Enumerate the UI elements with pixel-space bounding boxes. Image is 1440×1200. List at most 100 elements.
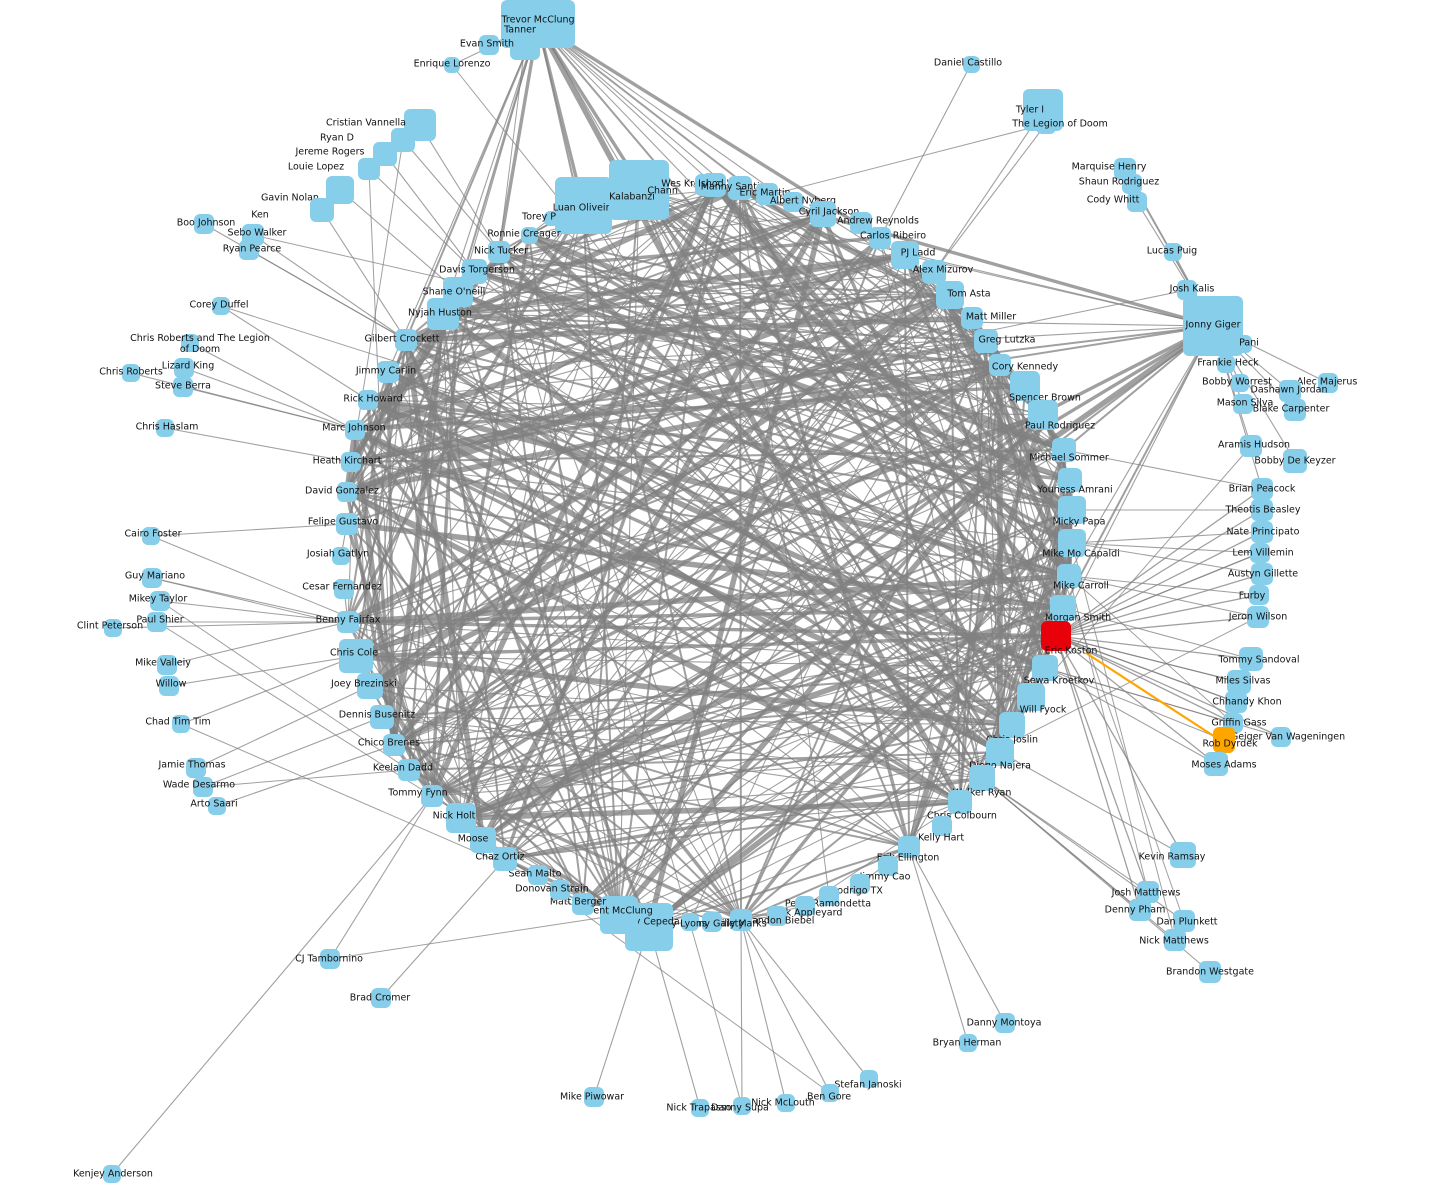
graph-node[interactable] <box>1058 529 1086 557</box>
graph-node[interactable] <box>1217 355 1235 373</box>
graph-node[interactable] <box>174 358 194 378</box>
graph-node[interactable] <box>371 988 391 1008</box>
graph-node[interactable] <box>1227 670 1251 694</box>
graph-node[interactable] <box>600 896 638 934</box>
graph-node[interactable] <box>1127 192 1147 212</box>
graph-node[interactable] <box>1173 910 1195 932</box>
graph-node[interactable] <box>157 655 177 675</box>
graph-node[interactable] <box>695 174 717 196</box>
graph-node[interactable] <box>479 35 499 55</box>
graph-node[interactable] <box>194 214 214 234</box>
graph-node[interactable] <box>358 390 378 410</box>
graph-node[interactable] <box>959 1034 977 1052</box>
graph-node[interactable] <box>989 354 1011 376</box>
graph-node[interactable] <box>1183 296 1243 356</box>
graph-node[interactable] <box>104 619 122 637</box>
graph-node[interactable] <box>1250 543 1270 563</box>
graph-node[interactable] <box>1058 496 1086 524</box>
graph-node[interactable] <box>878 856 898 876</box>
graph-node[interactable] <box>345 420 365 440</box>
graph-node[interactable] <box>850 212 872 234</box>
graph-node[interactable] <box>1247 606 1269 628</box>
graph-node[interactable] <box>334 579 354 599</box>
graph-node[interactable] <box>1251 478 1273 500</box>
graph-node[interactable] <box>142 568 162 588</box>
graph-node[interactable] <box>1057 564 1081 588</box>
graph-node[interactable] <box>974 329 998 353</box>
graph-node[interactable] <box>510 30 540 60</box>
graph-node[interactable] <box>543 210 559 226</box>
graph-node[interactable] <box>936 281 964 309</box>
graph-node[interactable] <box>999 712 1025 738</box>
graph-node[interactable] <box>1017 683 1045 711</box>
graph-node[interactable] <box>891 241 919 269</box>
graph-node[interactable] <box>122 364 140 382</box>
graph-node[interactable] <box>1137 881 1159 903</box>
graph-node[interactable] <box>358 158 380 180</box>
graph-node[interactable] <box>147 612 167 632</box>
graph-node[interactable] <box>961 307 983 329</box>
graph-node[interactable] <box>702 912 722 932</box>
graph-node[interactable] <box>444 57 460 73</box>
graph-node[interactable] <box>995 1013 1015 1033</box>
graph-node[interactable] <box>681 913 699 931</box>
graph-node[interactable] <box>1050 595 1076 621</box>
graph-node[interactable] <box>320 949 340 969</box>
graph-node[interactable] <box>1213 727 1235 753</box>
graph-node[interactable] <box>1251 563 1273 585</box>
graph-node[interactable] <box>339 639 373 673</box>
graph-node[interactable] <box>730 909 752 931</box>
graph-node[interactable] <box>795 896 815 916</box>
graph-node[interactable] <box>332 547 350 565</box>
graph-node[interactable] <box>550 880 570 900</box>
graph-node[interactable] <box>1249 585 1269 605</box>
graph-node[interactable] <box>337 611 359 633</box>
graph-node[interactable] <box>427 298 459 330</box>
graph-node[interactable] <box>1318 373 1338 393</box>
graph-node[interactable] <box>1231 374 1249 392</box>
graph-node[interactable] <box>1284 399 1306 421</box>
graph-node[interactable] <box>777 1094 795 1112</box>
graph-node[interactable] <box>1129 899 1151 921</box>
graph-node[interactable] <box>239 240 259 260</box>
graph-node[interactable] <box>159 676 179 696</box>
graph-node[interactable] <box>341 452 361 472</box>
graph-node[interactable] <box>172 715 190 733</box>
graph-node[interactable] <box>962 55 980 73</box>
graph-node[interactable] <box>208 797 226 815</box>
graph-node[interactable] <box>869 227 891 249</box>
graph-node[interactable] <box>1010 371 1040 401</box>
graph-node[interactable] <box>1199 961 1221 983</box>
graph-node[interactable] <box>370 705 394 729</box>
graph-node[interactable] <box>948 790 972 814</box>
graph-node[interactable] <box>850 874 870 894</box>
graph-node[interactable] <box>1058 468 1082 492</box>
graph-node[interactable] <box>156 419 174 437</box>
graph-node[interactable] <box>493 847 517 871</box>
graph-node[interactable] <box>488 241 510 263</box>
graph-node[interactable] <box>810 201 836 227</box>
graph-node[interactable] <box>986 738 1014 766</box>
graph-node[interactable] <box>1164 929 1186 951</box>
graph-node[interactable] <box>1271 727 1291 747</box>
graph-node[interactable] <box>395 329 417 351</box>
graph-node[interactable] <box>691 1099 709 1117</box>
graph-node[interactable] <box>383 734 405 756</box>
graph-node[interactable] <box>969 765 995 791</box>
graph-node[interactable] <box>1036 114 1056 134</box>
graph-node[interactable] <box>1225 691 1247 713</box>
graph-node[interactable] <box>821 1084 839 1102</box>
graph-node[interactable] <box>572 893 594 915</box>
graph-node[interactable] <box>1240 435 1262 457</box>
graph-node[interactable] <box>181 334 199 352</box>
graph-node[interactable] <box>1177 280 1197 300</box>
graph-node[interactable] <box>783 192 803 212</box>
graph-node[interactable] <box>421 785 443 807</box>
graph-node[interactable] <box>922 260 946 284</box>
graph-node[interactable] <box>446 803 476 833</box>
graph-node[interactable] <box>1234 335 1252 353</box>
graph-node[interactable] <box>617 183 647 213</box>
graph-node[interactable] <box>142 527 160 545</box>
graph-node[interactable] <box>756 183 778 205</box>
